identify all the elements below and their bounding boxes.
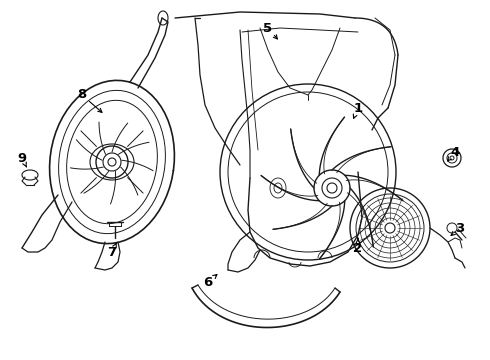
Text: 1: 1 [353, 102, 363, 114]
Text: 7: 7 [107, 246, 117, 258]
Text: 2: 2 [353, 242, 363, 255]
Text: 5: 5 [264, 22, 272, 35]
Text: 8: 8 [77, 89, 87, 102]
Text: 3: 3 [455, 221, 465, 234]
Text: 6: 6 [203, 275, 213, 288]
Text: 9: 9 [18, 152, 26, 165]
Text: 4: 4 [450, 145, 460, 158]
